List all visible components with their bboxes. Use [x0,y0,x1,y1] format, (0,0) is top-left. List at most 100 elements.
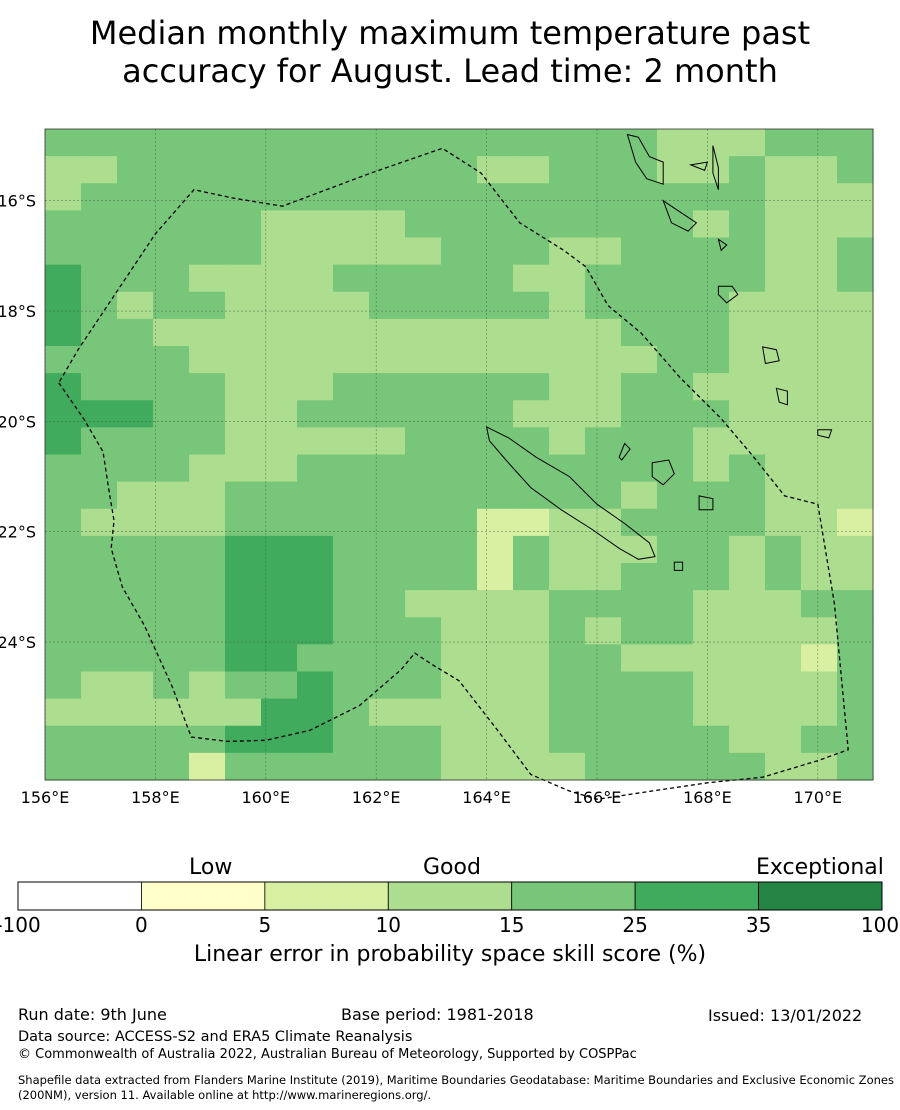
skill-cell [801,156,838,184]
skill-cell [477,752,514,781]
skill-cell [153,644,190,673]
skill-cell [801,590,838,618]
skill-cell [81,563,118,591]
skill-cell [837,264,874,293]
skill-cell [153,617,190,645]
skill-cell [45,346,82,374]
skill-cell [513,671,550,700]
skill-cell [621,129,658,157]
skill-cell [333,156,370,184]
skill-cell [693,698,730,727]
colorbar-segment [17,881,142,911]
skill-cell [45,318,82,347]
skill-cell [729,183,766,211]
skill-cell [801,318,838,347]
skill-cell [369,563,406,591]
skill-cell [405,264,442,293]
category-good: Good [423,855,481,880]
skill-cell [837,156,874,184]
skill-cell [369,725,406,754]
skill-cell [297,264,334,293]
skill-cell [189,156,226,184]
skill-cell [441,373,478,401]
skill-cell [693,264,730,293]
skill-cell [225,183,262,211]
skill-cell [585,508,622,537]
skill-cell [477,508,514,537]
skill-cell [801,400,838,428]
skill-cell [801,725,838,754]
skill-cell [621,291,658,320]
skill-cell [765,644,802,673]
skill-cell [333,563,370,591]
coastline [817,429,833,439]
skill-cell [45,129,82,157]
skill-cell [441,318,478,347]
skill-cell [477,318,514,347]
skill-cell [441,644,478,673]
skill-cell [837,210,874,239]
skill-cell [693,752,730,781]
skill-cell [801,183,838,211]
skill-cell [765,617,802,645]
skill-cell [225,210,262,239]
skill-cell [693,590,730,618]
skill-cell [369,508,406,537]
skill-cell [189,454,226,483]
skill-cell [513,210,550,239]
skill-cell [153,725,190,754]
skill-cell [801,454,838,483]
skill-cell [441,291,478,320]
skill-cell [477,346,514,374]
skill-cell [729,156,766,184]
skill-cell [621,752,658,781]
skill-cell [441,563,478,591]
skill-cell [225,563,262,591]
skill-cell [837,291,874,320]
coastline [698,495,714,511]
skill-cell [513,183,550,211]
skill-cell [81,183,118,211]
skill-cell [189,617,226,645]
skill-cell [225,671,262,700]
skill-cell [801,671,838,700]
skill-cell [765,264,802,293]
skill-cell [117,237,154,266]
x-tick-label: 162°E [352,788,401,807]
title-line-2: accuracy for August. Lead time: 2 month [122,52,778,90]
skill-cell [189,698,226,727]
skill-cell [405,400,442,428]
skill-cell [477,617,514,645]
skill-cell [693,535,730,564]
skill-cell [189,481,226,510]
skill-cell [657,590,694,618]
skill-cell [81,237,118,266]
skill-cell [729,481,766,510]
skill-cell [405,752,442,781]
skill-cell [729,617,766,645]
skill-cell [765,210,802,239]
skill-cell [81,644,118,673]
skill-cell [369,617,406,645]
skill-cell [549,237,586,266]
skill-cell [729,508,766,537]
skill-cell [513,237,550,266]
coastline [761,346,780,365]
skill-cell [189,535,226,564]
map-title: Median monthly maximum temperature past … [0,14,900,90]
skill-cell [585,671,622,700]
skill-cell [513,400,550,428]
skill-cell [585,481,622,510]
skill-cell [117,535,154,564]
skill-cell [765,725,802,754]
skill-cell [657,563,694,591]
skill-cell [225,400,262,428]
skill-cell [297,454,334,483]
skill-cell [549,752,586,781]
x-tick-label: 160°E [241,788,290,807]
skill-cell [225,318,262,347]
skill-cell [729,698,766,727]
skill-cell [261,590,298,618]
skill-cell [765,427,802,456]
skill-cell [297,752,334,781]
